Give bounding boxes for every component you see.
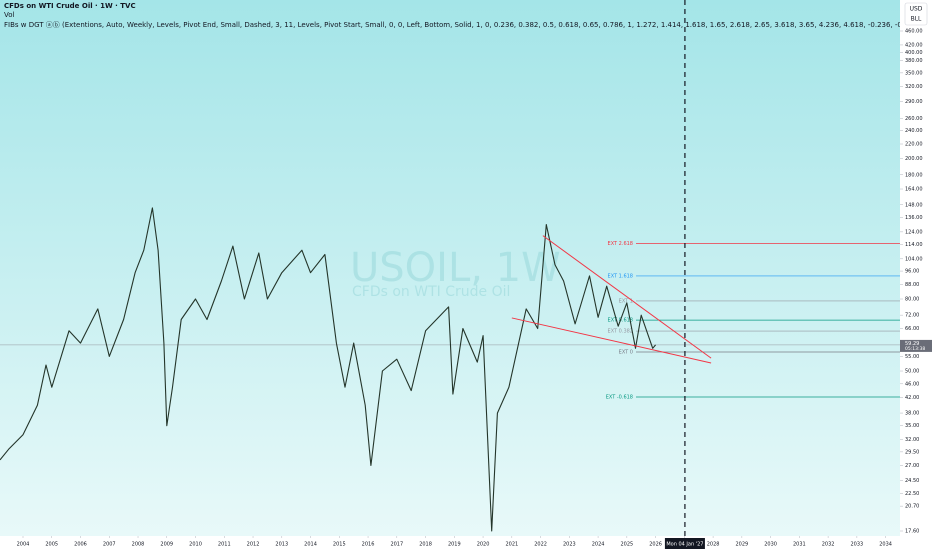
y-tick-label: 72.00 (905, 313, 919, 319)
y-tick-label: 350.00 (905, 70, 923, 76)
x-tick-label: 2025 (620, 542, 633, 548)
y-tick-label: 27.00 (905, 463, 919, 469)
indicator-label[interactable]: FIBs ᴡ DGT ⓐⓑ (Extentions, Auto, Weekly,… (4, 21, 932, 29)
y-tick-label: 240.00 (905, 128, 923, 134)
x-tick-label: 2030 (764, 542, 777, 548)
y-tick-label: 88.00 (905, 282, 919, 288)
symbol-title[interactable]: CFDs on WTI Crude Oil · 1W · TVC (4, 2, 136, 10)
x-tick-label: 2026 (649, 542, 662, 548)
price-axis (900, 0, 932, 550)
scale-mode[interactable]: BLL (911, 16, 922, 23)
y-tick-label: 148.00 (905, 202, 923, 208)
x-tick-label: 2023 (563, 542, 576, 548)
x-tick-label: 2031 (793, 542, 806, 548)
x-tick-label: 2029 (735, 542, 748, 548)
y-tick-label: 104.00 (905, 256, 923, 262)
y-tick-label: 320.00 (905, 84, 923, 90)
cursor-label: Mon 04 Jan '27 (666, 542, 703, 548)
y-tick-label: 180.00 (905, 172, 923, 178)
x-tick-label: 2006 (74, 542, 87, 548)
fib-level-label: EXT 1.618 (608, 273, 633, 279)
y-tick-label: 164.00 (905, 187, 923, 193)
watermark-description: CFDs on WTI Crude Oil (352, 284, 510, 300)
y-tick-label: 80.00 (905, 297, 919, 303)
x-tick-label: 2011 (218, 542, 231, 548)
plot-background (0, 0, 900, 536)
x-tick-label: 2019 (448, 542, 461, 548)
y-tick-label: 260.00 (905, 116, 923, 122)
fib-level-label: EXT -0.618 (606, 395, 633, 401)
y-tick-label: 420.00 (905, 42, 923, 48)
y-tick-label: 24.50 (905, 478, 919, 484)
y-tick-label: 380.00 (905, 58, 923, 64)
x-tick-label: 2033 (851, 542, 864, 548)
y-tick-label: 20.70 (905, 504, 919, 510)
x-tick-label: 2005 (45, 542, 58, 548)
x-tick-label: 2008 (132, 542, 145, 548)
currency[interactable]: USD (910, 6, 923, 13)
y-tick-label: 32.00 (905, 437, 919, 443)
fib-level-label: EXT 1 (619, 298, 633, 304)
x-tick-label: 2014 (304, 542, 317, 548)
cursor-label-bg (664, 538, 705, 549)
y-tick-label: 29.50 (905, 449, 919, 455)
watermark-symbol: USOIL, 1W (350, 245, 561, 291)
x-tick-label: 2020 (477, 542, 490, 548)
y-tick-label: 66.00 (905, 326, 919, 332)
x-tick-label: 2034 (879, 542, 892, 548)
price-line (0, 207, 657, 532)
last-price-label: 59.29 (905, 341, 919, 347)
y-tick-label: 460.00 (905, 29, 923, 35)
x-tick-label: 2010 (189, 542, 202, 548)
fib-level-label: EXT 2.618 (608, 241, 633, 247)
x-tick-label: 2021 (505, 542, 518, 548)
y-tick-label: 114.00 (905, 242, 923, 248)
x-tick-label: 2017 (390, 542, 403, 548)
x-tick-label: 2007 (103, 542, 116, 548)
y-tick-label: 200.00 (905, 156, 923, 162)
trendline (542, 235, 712, 359)
x-tick-label: 2024 (592, 542, 605, 548)
y-tick-label: 38.00 (905, 411, 919, 417)
x-tick-label: 2012 (247, 542, 260, 548)
x-tick-label: 2028 (707, 542, 720, 548)
x-tick-label: 2009 (160, 542, 173, 548)
x-tick-label: 2015 (333, 542, 346, 548)
y-tick-label: 46.00 (905, 381, 919, 387)
last-price-countdown: 05:13:38 (905, 346, 925, 352)
y-tick-label: 22.50 (905, 491, 919, 497)
y-tick-label: 17.60 (905, 529, 919, 535)
fib-level-label: EXT 0.382 (608, 329, 633, 335)
y-tick-label: 220.00 (905, 142, 923, 148)
fib-level-label: EXT 0 (619, 350, 633, 356)
indicator-clip: FIBs ᴡ DGT ⓐⓑ (Extentions, Auto, Weekly,… (4, 21, 932, 29)
x-tick-label: 2004 (17, 542, 30, 548)
x-tick-label: 2018 (419, 542, 432, 548)
y-tick-label: 55.00 (905, 354, 919, 360)
currency-button[interactable] (904, 2, 928, 26)
y-tick-label: 124.00 (905, 229, 923, 235)
y-tick-label: 42.00 (905, 395, 919, 401)
y-tick-label: 290.00 (905, 99, 923, 105)
volume-label[interactable]: Vol (4, 11, 15, 19)
y-tick-label: 136.00 (905, 215, 923, 221)
x-tick-label: 2022 (534, 542, 547, 548)
x-tick-label: 2016 (362, 542, 375, 548)
x-tick-label: 2032 (822, 542, 835, 548)
x-tick-label: 2013 (275, 542, 288, 548)
y-tick-label: 96.00 (905, 269, 919, 275)
trendline (511, 317, 712, 364)
last-price-bg (900, 339, 932, 352)
y-tick-label: 50.00 (905, 369, 919, 375)
y-tick-label: 400.00 (905, 50, 923, 56)
y-tick-label: 35.00 (905, 423, 919, 429)
